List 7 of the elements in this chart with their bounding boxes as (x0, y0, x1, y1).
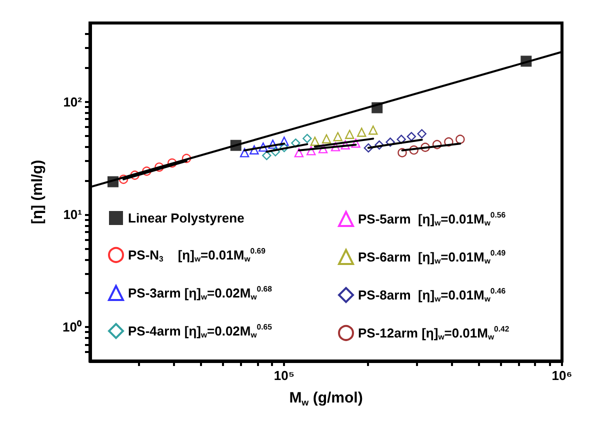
x-tick-label: 10⁶ (552, 368, 572, 383)
y-tick-label: 10² (63, 94, 83, 110)
legend-label: Linear Polystyrene (128, 210, 244, 226)
y-tick-label: 10⁰ (62, 320, 82, 335)
y-axis-title: [η] (ml/g) (29, 160, 46, 224)
x-tick-label: 10⁵ (274, 368, 294, 383)
y-tick-label: 10¹ (63, 206, 82, 222)
